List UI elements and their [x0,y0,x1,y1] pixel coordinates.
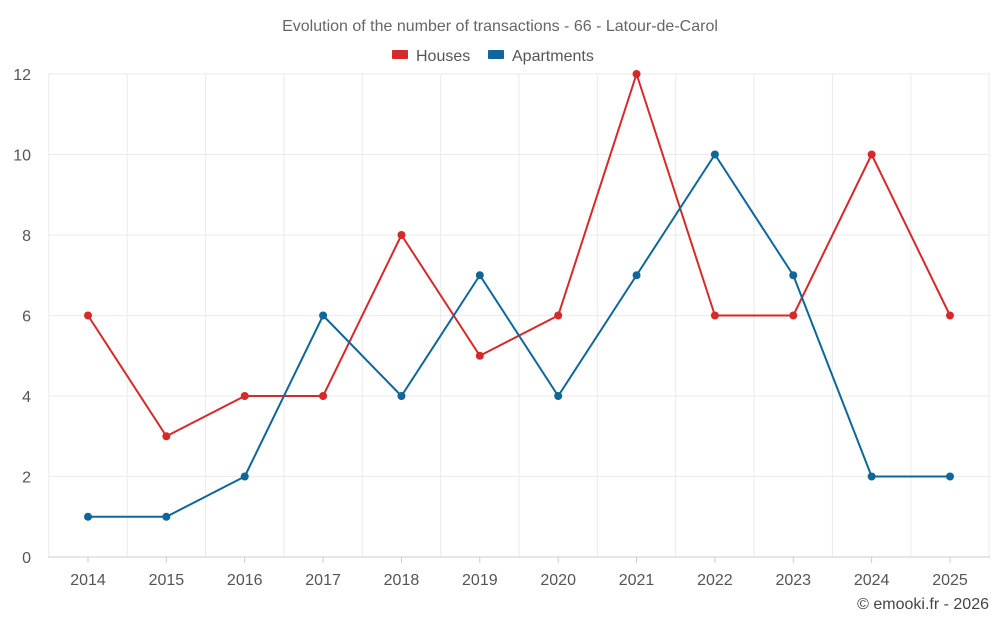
data-point-houses[interactable] [397,231,406,239]
data-point-apartments[interactable] [84,512,92,521]
x-tick-label: 2021 [619,572,655,589]
credit-text: © emooki.fr - 2026 [857,596,989,613]
y-tick-label: 0 [22,550,31,567]
data-point-apartments[interactable] [397,392,406,400]
data-point-houses[interactable] [789,311,798,320]
data-point-houses[interactable] [946,311,954,320]
series [84,70,954,521]
legend-label-apartments: Apartments [512,48,594,65]
x-tick-label: 2022 [697,572,733,589]
x-tick-label: 2015 [149,572,185,589]
data-point-houses[interactable] [710,311,719,320]
data-point-apartments[interactable] [240,472,249,481]
data-point-apartments[interactable] [162,512,171,521]
legend-item-houses[interactable]: Houses [392,48,470,65]
series-line-apartments [88,153,950,518]
legend-swatch-houses [392,50,408,59]
data-point-apartments[interactable] [475,271,484,280]
data-point-houses[interactable] [84,311,92,320]
data-point-apartments[interactable] [867,472,876,481]
x-tick-label: 2023 [775,572,811,589]
x-tick-label: 2018 [384,572,420,589]
x-axis-ticks: 2014 2015 2016 2017 2018 2019 2020 2021 2022 2023… [70,557,968,589]
data-point-apartments[interactable] [946,472,954,481]
grid [48,73,990,557]
y-tick-label: 4 [22,389,31,406]
x-tick-label: 2014 [70,572,106,589]
y-tick-label: 8 [22,228,31,245]
y-tick-label: 10 [13,148,31,165]
data-point-houses[interactable] [554,311,563,320]
y-tick-label: 2 [22,470,31,487]
data-point-apartments[interactable] [319,311,328,320]
x-tick-label: 2017 [305,572,341,589]
data-point-apartments[interactable] [710,150,719,159]
x-tick-label: 2019 [462,572,498,589]
legend-swatch-apartments [488,50,504,59]
x-tick-label: 2016 [227,572,263,589]
data-point-apartments[interactable] [632,271,641,280]
data-point-apartments[interactable] [554,392,563,400]
legend-label-houses: Houses [416,48,470,65]
data-point-houses[interactable] [867,150,876,159]
data-point-houses[interactable] [162,432,171,441]
y-axis-ticks: 0 2 4 6 8 10 12 [13,67,31,567]
x-tick-label: 2024 [854,572,890,589]
data-point-houses[interactable] [475,351,484,360]
data-point-houses[interactable] [319,392,328,400]
series-apartments [84,150,954,521]
data-point-houses[interactable] [240,392,249,400]
x-tick-label: 2020 [540,572,576,589]
chart-title: Evolution of the number of transactions … [282,18,718,35]
legend: Houses Apartments [392,48,594,65]
data-point-apartments[interactable] [789,271,798,280]
x-tick-label: 2025 [932,572,968,589]
data-point-houses[interactable] [632,70,641,78]
legend-item-apartments[interactable]: Apartments [488,48,594,65]
y-tick-label: 12 [13,67,31,84]
y-tick-label: 6 [22,309,31,326]
